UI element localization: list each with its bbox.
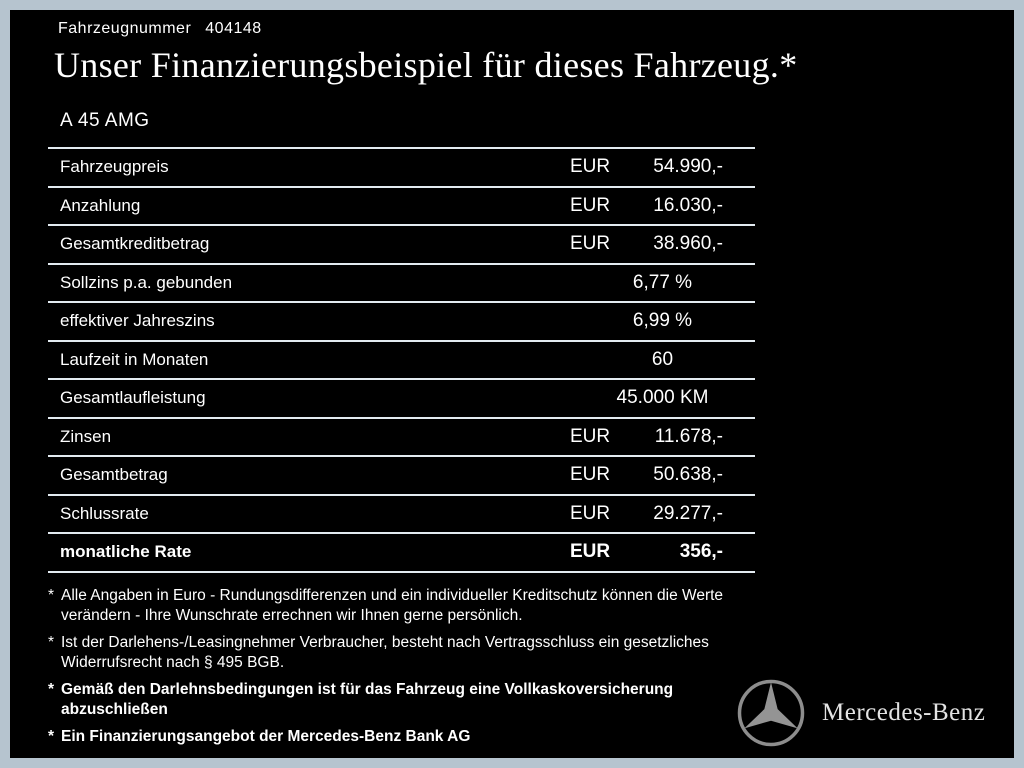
row-value: 6,99 %	[632, 310, 693, 332]
brand-block: Mercedes-Benz	[736, 678, 985, 748]
footnote-marker: *	[48, 634, 55, 651]
row-currency: EUR	[570, 233, 611, 255]
vehicle-number-label: Fahrzeugnummer	[58, 20, 192, 37]
row-value: EUR 16.030,-	[570, 195, 755, 217]
table-row: Laufzeit in Monaten 60	[48, 342, 755, 380]
table-row: Gesamtkreditbetrag EUR 38.960,-	[48, 226, 755, 265]
row-label: Gesamtbetrag	[60, 465, 168, 485]
row-amount: 54.990,-	[653, 156, 723, 178]
row-label: monatliche Rate	[60, 542, 192, 562]
row-label: Sollzins p.a. gebunden	[60, 272, 233, 292]
table-row: Zinsen EUR 11.678,-	[48, 419, 755, 457]
row-value: EUR 356,-	[570, 541, 755, 563]
row-amount: 356,-	[679, 541, 723, 563]
row-currency: EUR	[570, 156, 611, 178]
row-currency: EUR	[570, 464, 611, 486]
footnotes: * Alle Angaben in Euro - Rundungsdifferen…	[48, 586, 760, 754]
footnote-text: Alle Angaben in Euro - Rundungsdifferenz…	[61, 587, 724, 624]
mercedes-star-icon	[736, 678, 806, 748]
row-label: Gesamtlaufleistung	[60, 388, 206, 408]
finance-table: Fahrzeugpreis EUR 54.990,- Anzahlung EUR 16.0…	[48, 147, 755, 573]
table-row: Gesamtbetrag EUR 50.638,-	[48, 457, 755, 496]
row-currency: EUR	[570, 425, 611, 447]
row-value: 6,77 %	[632, 271, 693, 293]
row-label: Fahrzeugpreis	[60, 157, 169, 177]
row-currency: EUR	[570, 502, 611, 524]
table-row: Gesamtlaufleistung 45.000 KM	[48, 380, 755, 419]
vehicle-model: A 45 AMG	[60, 110, 150, 131]
footnote-marker: *	[48, 681, 55, 698]
row-label: Anzahlung	[60, 195, 141, 215]
footnote: * Gemäß den Darlehnsbedingungen ist für d…	[48, 680, 760, 720]
footnote-text: Ist der Darlehens-/Leasingnehmer Verbrau…	[61, 634, 709, 671]
row-amount: 11.678,-	[654, 425, 723, 447]
row-value: EUR 29.277,-	[570, 503, 755, 525]
row-value: 45.000 KM	[616, 387, 709, 409]
table-row: Fahrzeugpreis EUR 54.990,-	[48, 149, 755, 188]
row-amount: 50.638,-	[653, 464, 723, 486]
footnote: * Alle Angaben in Euro - Rundungsdifferen…	[48, 586, 760, 626]
footnote-text: Ein Finanzierungsangebot der Mercedes-Be…	[61, 728, 471, 745]
vehicle-number: Fahrzeugnummer 404148	[58, 20, 262, 38]
row-label: Zinsen	[60, 426, 112, 446]
footnote: * Ist der Darlehens-/Leasingnehmer Verbra…	[48, 633, 760, 673]
footnote-marker: *	[48, 587, 55, 604]
footnote-marker: *	[48, 728, 55, 745]
row-value: EUR 38.960,-	[570, 233, 755, 255]
row-amount: 38.960,-	[653, 233, 723, 255]
row-label: Laufzeit in Monaten	[60, 349, 209, 369]
brand-name: Mercedes-Benz	[822, 699, 986, 726]
row-value: 60	[651, 348, 674, 370]
row-label: Gesamtkreditbetrag	[60, 234, 210, 254]
row-value: EUR 11.678,-	[570, 426, 755, 448]
row-label: Schlussrate	[60, 503, 149, 523]
row-amount: 16.030,-	[653, 194, 723, 216]
table-row: Anzahlung EUR 16.030,-	[48, 188, 755, 226]
row-label: effektiver Jahreszins	[60, 311, 215, 331]
table-row: effektiver Jahreszins 6,99 %	[48, 303, 755, 342]
table-row: Schlussrate EUR 29.277,-	[48, 496, 755, 534]
row-currency: EUR	[570, 541, 611, 563]
row-currency: EUR	[570, 194, 611, 216]
row-value: EUR 54.990,-	[570, 156, 755, 178]
row-value: EUR 50.638,-	[570, 464, 755, 486]
row-amount: 29.277,-	[653, 502, 723, 524]
table-row: Sollzins p.a. gebunden 6,77 %	[48, 265, 755, 303]
vehicle-number-value: 404148	[205, 20, 262, 37]
footnote-text: Gemäß den Darlehnsbedingungen ist für da…	[61, 681, 674, 718]
page-title: Unser Finanzierungsbeispiel für dieses F…	[54, 45, 798, 85]
footnote: * Ein Finanzierungsangebot der Mercedes-B…	[48, 727, 760, 747]
table-row: monatliche Rate EUR 356,-	[48, 534, 755, 573]
